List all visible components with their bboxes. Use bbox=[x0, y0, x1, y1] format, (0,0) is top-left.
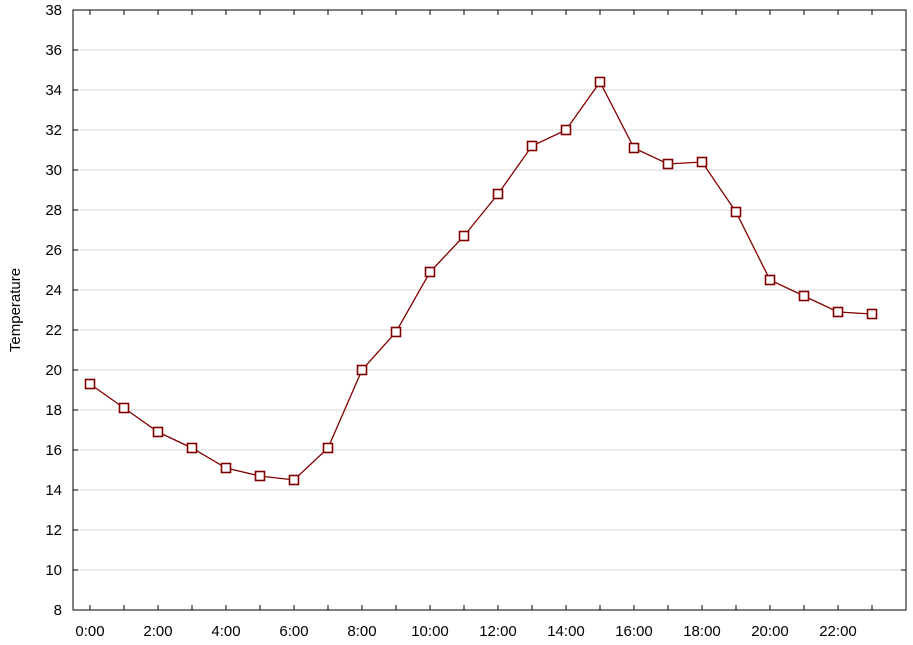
x-tick-label: 16:00 bbox=[615, 623, 653, 640]
data-point-marker bbox=[628, 142, 640, 154]
y-tick-label: 12 bbox=[45, 522, 62, 539]
grid-lines bbox=[73, 49, 906, 571]
y-tick-label: 8 bbox=[54, 602, 62, 619]
x-tick-label: 20:00 bbox=[751, 623, 789, 640]
y-axis-title: Temperature bbox=[7, 268, 24, 352]
data-point-marker bbox=[492, 188, 504, 200]
y-tick-label: 10 bbox=[45, 562, 62, 579]
data-point-marker bbox=[118, 402, 130, 414]
y-tick-label: 18 bbox=[45, 402, 62, 419]
y-tick-label: 24 bbox=[45, 282, 62, 299]
x-tick-label: 4:00 bbox=[211, 623, 240, 640]
y-tick-label: 28 bbox=[45, 202, 62, 219]
x-tick-label: 0:00 bbox=[75, 623, 104, 640]
y-tick-label: 32 bbox=[45, 122, 62, 139]
data-point-marker bbox=[866, 308, 878, 320]
x-tick-label: 14:00 bbox=[547, 623, 585, 640]
x-tick-label: 10:00 bbox=[411, 623, 449, 640]
y-tick-label: 34 bbox=[45, 82, 62, 99]
data-point-marker bbox=[832, 306, 844, 318]
data-point-marker bbox=[662, 158, 674, 170]
data-point-marker bbox=[84, 378, 96, 390]
x-axis: 0:00 2:00 4:00 6:00 8:00 10:00 12:00 14:00 16:00… bbox=[75, 10, 873, 640]
y-tick-label: 22 bbox=[45, 322, 62, 339]
y-tick-label: 36 bbox=[45, 42, 62, 59]
x-tick-label: 8:00 bbox=[347, 623, 376, 640]
y-tick-label: 20 bbox=[45, 362, 62, 379]
data-point-marker bbox=[288, 474, 300, 486]
data-point-marker bbox=[594, 76, 606, 88]
y-axis: 8 10 12 14 16 18 20 22 24 26 28 30 32 34 36 38 bbox=[45, 2, 906, 619]
series-group bbox=[84, 76, 878, 486]
y-tick-label: 26 bbox=[45, 242, 62, 259]
data-point-marker bbox=[322, 442, 334, 454]
data-point-marker bbox=[730, 206, 742, 218]
data-point-marker bbox=[458, 230, 470, 242]
data-point-marker bbox=[220, 462, 232, 474]
data-point-marker bbox=[424, 266, 436, 278]
data-point-marker bbox=[764, 274, 776, 286]
y-tick-label: 16 bbox=[45, 442, 62, 459]
data-point-marker bbox=[152, 426, 164, 438]
data-point-marker bbox=[356, 364, 368, 376]
data-point-marker bbox=[186, 442, 198, 454]
data-point-marker bbox=[254, 470, 266, 482]
x-tick-label: 18:00 bbox=[683, 623, 721, 640]
series-line bbox=[89, 80, 873, 481]
data-point-marker bbox=[526, 140, 538, 152]
data-point-marker bbox=[696, 156, 708, 168]
plot-area-frame bbox=[72, 9, 907, 611]
y-tick-label: 38 bbox=[45, 2, 62, 19]
data-point-marker bbox=[560, 124, 572, 136]
x-tick-label: 2:00 bbox=[143, 623, 172, 640]
y-tick-label: 14 bbox=[45, 482, 62, 499]
y-tick-label: 30 bbox=[45, 162, 62, 179]
data-point-marker bbox=[798, 290, 810, 302]
x-tick-label: 12:00 bbox=[479, 623, 517, 640]
x-tick-label: 6:00 bbox=[279, 623, 308, 640]
x-tick-label: 22:00 bbox=[819, 623, 857, 640]
data-point-marker bbox=[390, 326, 402, 338]
